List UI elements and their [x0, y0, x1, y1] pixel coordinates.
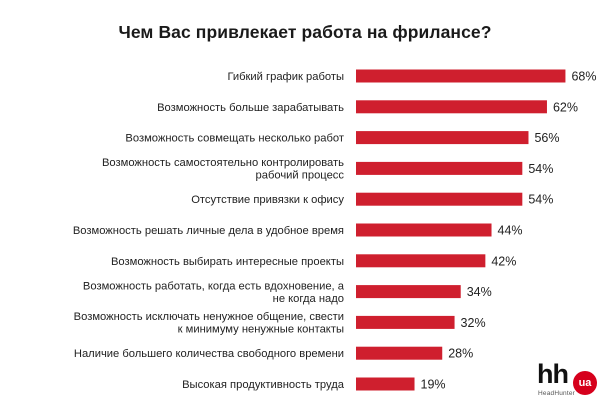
value-label-6: 44%: [498, 224, 523, 238]
value-label-3: 56%: [534, 131, 559, 145]
category-label-4-line-1: Возможность самостоятельно контролироват…: [102, 157, 344, 169]
value-label-2: 62%: [553, 100, 578, 114]
bar-10: [356, 346, 443, 360]
bar-4: [356, 161, 523, 175]
bar-2: [356, 100, 547, 114]
headhunter-logo: hh ua HeadHunter: [537, 359, 609, 405]
bar-6: [356, 223, 492, 237]
category-label-9-line-2: к минимуму ненужные контакты: [178, 324, 344, 336]
bar-5: [356, 192, 523, 206]
category-label-9-line-1: Возможность исключать ненужное общение, …: [74, 311, 344, 323]
category-label-5: Отсутствие привязки к офису: [191, 194, 344, 206]
category-label-2: Возможность больше зарабатывать: [157, 102, 344, 114]
category-label-6: Возможность решать личные дела в удобное…: [73, 225, 344, 237]
bar-1: [356, 69, 566, 83]
category-label-4-line-2: рабочий процесс: [256, 170, 345, 182]
bar-11: [356, 377, 415, 391]
logo-subtitle: HeadHunter: [538, 390, 576, 397]
bar-8: [356, 285, 461, 299]
category-label-3: Возможность совмещать несколько работ: [125, 133, 344, 145]
category-label-7: Возможность выбирать интересные проекты: [111, 256, 344, 268]
value-label-9: 32%: [461, 316, 486, 330]
logo-badge: ua: [573, 371, 597, 395]
bar-9: [356, 315, 455, 329]
value-label-4: 54%: [528, 162, 553, 176]
bar-7: [356, 254, 486, 268]
category-label-11: Высокая продуктивность труда: [182, 379, 345, 391]
category-label-10: Наличие большего количества свободного в…: [74, 348, 344, 360]
value-label-1: 68%: [571, 70, 596, 84]
value-label-7: 42%: [491, 254, 516, 268]
value-label-10: 28%: [448, 347, 473, 361]
value-label-11: 19%: [421, 378, 446, 392]
value-label-5: 54%: [528, 193, 553, 207]
category-label-8-line-2: не когда надо: [273, 293, 344, 305]
value-label-8: 34%: [467, 285, 492, 299]
category-label-8-line-1: Возможность работать, когда есть вдохнов…: [83, 280, 345, 292]
category-label-1: Гибкий график работы: [227, 71, 344, 83]
bar-3: [356, 131, 529, 145]
chart-title: Чем Вас привлекает работа на фрилансе?: [118, 22, 492, 42]
logo-wordmark: hh: [537, 359, 569, 389]
